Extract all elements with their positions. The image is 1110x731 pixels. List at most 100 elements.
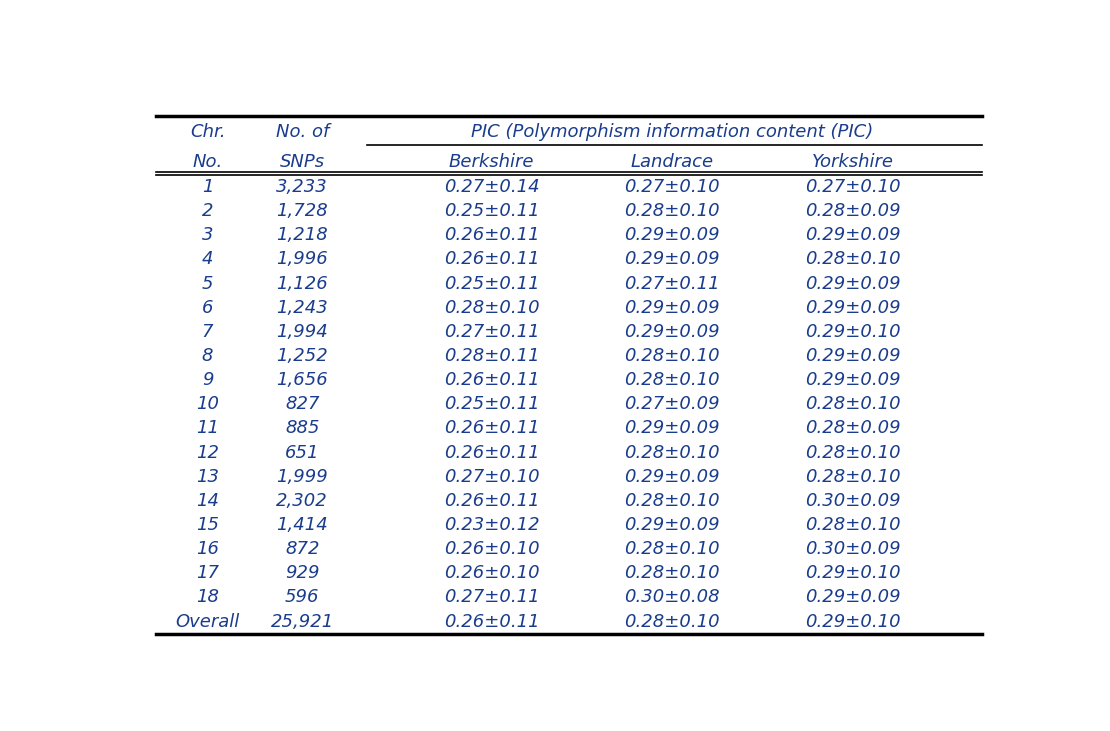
Text: 25,921: 25,921: [271, 613, 334, 631]
Text: 5: 5: [202, 275, 213, 292]
Text: 0.28±0.10: 0.28±0.10: [624, 202, 720, 220]
Text: 0.28±0.10: 0.28±0.10: [805, 251, 900, 268]
Text: 0.27±0.11: 0.27±0.11: [624, 275, 720, 292]
Text: Chr.: Chr.: [190, 123, 225, 141]
Text: 0.27±0.11: 0.27±0.11: [444, 323, 539, 341]
Text: 0.27±0.11: 0.27±0.11: [444, 588, 539, 607]
Text: 1,218: 1,218: [276, 227, 329, 244]
Text: 1: 1: [202, 178, 213, 196]
Text: 827: 827: [285, 395, 320, 413]
Text: 1,996: 1,996: [276, 251, 329, 268]
Text: No.: No.: [192, 153, 223, 171]
Text: 0.27±0.10: 0.27±0.10: [805, 178, 900, 196]
Text: 0.29±0.09: 0.29±0.09: [624, 251, 720, 268]
Text: 0.29±0.09: 0.29±0.09: [624, 323, 720, 341]
Text: 8: 8: [202, 347, 213, 365]
Text: 0.26±0.11: 0.26±0.11: [444, 227, 539, 244]
Text: 0.29±0.09: 0.29±0.09: [624, 516, 720, 534]
Text: 0.28±0.10: 0.28±0.10: [805, 395, 900, 413]
Text: 1,414: 1,414: [276, 516, 329, 534]
Text: 0.28±0.10: 0.28±0.10: [805, 468, 900, 486]
Text: 0.23±0.12: 0.23±0.12: [444, 516, 539, 534]
Text: 0.28±0.10: 0.28±0.10: [624, 347, 720, 365]
Text: 0.29±0.10: 0.29±0.10: [805, 323, 900, 341]
Text: 0.29±0.09: 0.29±0.09: [624, 299, 720, 317]
Text: 10: 10: [196, 395, 219, 413]
Text: 0.30±0.09: 0.30±0.09: [805, 540, 900, 558]
Text: 1,656: 1,656: [276, 371, 329, 389]
Text: 0.27±0.10: 0.27±0.10: [444, 468, 539, 486]
Text: 1,252: 1,252: [276, 347, 329, 365]
Text: 16: 16: [196, 540, 219, 558]
Text: 15: 15: [196, 516, 219, 534]
Text: SNPs: SNPs: [280, 153, 325, 171]
Text: 0.29±0.09: 0.29±0.09: [805, 588, 900, 607]
Text: Berkshire: Berkshire: [448, 153, 534, 171]
Text: 0.27±0.09: 0.27±0.09: [624, 395, 720, 413]
Text: 0.29±0.09: 0.29±0.09: [624, 468, 720, 486]
Text: 0.29±0.09: 0.29±0.09: [805, 275, 900, 292]
Text: 0.29±0.09: 0.29±0.09: [805, 227, 900, 244]
Text: 0.28±0.10: 0.28±0.10: [805, 516, 900, 534]
Text: 2: 2: [202, 202, 213, 220]
Text: 0.27±0.14: 0.27±0.14: [444, 178, 539, 196]
Text: 0.29±0.10: 0.29±0.10: [805, 613, 900, 631]
Text: 0.26±0.10: 0.26±0.10: [444, 564, 539, 583]
Text: 1,243: 1,243: [276, 299, 329, 317]
Text: No. of: No. of: [275, 123, 329, 141]
Text: 0.30±0.09: 0.30±0.09: [805, 492, 900, 510]
Text: 0.28±0.10: 0.28±0.10: [805, 444, 900, 461]
Text: 0.29±0.09: 0.29±0.09: [624, 227, 720, 244]
Text: PIC (Polymorphism information content (PIC): PIC (Polymorphism information content (P…: [471, 123, 874, 141]
Text: 11: 11: [196, 420, 219, 437]
Text: 0.28±0.10: 0.28±0.10: [624, 540, 720, 558]
Text: 0.26±0.11: 0.26±0.11: [444, 444, 539, 461]
Text: 0.29±0.09: 0.29±0.09: [624, 420, 720, 437]
Text: 0.29±0.09: 0.29±0.09: [805, 299, 900, 317]
Text: 0.29±0.09: 0.29±0.09: [805, 371, 900, 389]
Text: Yorkshire: Yorkshire: [811, 153, 894, 171]
Text: 872: 872: [285, 540, 320, 558]
Text: 6: 6: [202, 299, 213, 317]
Text: 651: 651: [285, 444, 320, 461]
Text: 0.28±0.10: 0.28±0.10: [624, 444, 720, 461]
Text: 0.28±0.10: 0.28±0.10: [444, 299, 539, 317]
Text: 0.26±0.11: 0.26±0.11: [444, 613, 539, 631]
Text: 0.26±0.11: 0.26±0.11: [444, 420, 539, 437]
Text: 0.28±0.09: 0.28±0.09: [805, 420, 900, 437]
Text: 14: 14: [196, 492, 219, 510]
Text: Overall: Overall: [175, 613, 240, 631]
Text: 7: 7: [202, 323, 213, 341]
Text: 0.26±0.11: 0.26±0.11: [444, 371, 539, 389]
Text: 0.26±0.11: 0.26±0.11: [444, 492, 539, 510]
Text: 0.25±0.11: 0.25±0.11: [444, 275, 539, 292]
Text: 596: 596: [285, 588, 320, 607]
Text: 0.30±0.08: 0.30±0.08: [624, 588, 720, 607]
Text: 885: 885: [285, 420, 320, 437]
Text: Landrace: Landrace: [630, 153, 714, 171]
Text: 0.29±0.09: 0.29±0.09: [805, 347, 900, 365]
Text: 2,302: 2,302: [276, 492, 329, 510]
Text: 0.26±0.10: 0.26±0.10: [444, 540, 539, 558]
Text: 0.26±0.11: 0.26±0.11: [444, 251, 539, 268]
Text: 0.28±0.09: 0.28±0.09: [805, 202, 900, 220]
Text: 3: 3: [202, 227, 213, 244]
Text: 12: 12: [196, 444, 219, 461]
Text: 17: 17: [196, 564, 219, 583]
Text: 1,126: 1,126: [276, 275, 329, 292]
Text: 0.27±0.10: 0.27±0.10: [624, 178, 720, 196]
Text: 0.25±0.11: 0.25±0.11: [444, 202, 539, 220]
Text: 0.28±0.10: 0.28±0.10: [624, 492, 720, 510]
Text: 0.28±0.11: 0.28±0.11: [444, 347, 539, 365]
Text: 13: 13: [196, 468, 219, 486]
Text: 0.28±0.10: 0.28±0.10: [624, 564, 720, 583]
Text: 4: 4: [202, 251, 213, 268]
Text: 0.25±0.11: 0.25±0.11: [444, 395, 539, 413]
Text: 1,999: 1,999: [276, 468, 329, 486]
Text: 0.28±0.10: 0.28±0.10: [624, 371, 720, 389]
Text: 1,994: 1,994: [276, 323, 329, 341]
Text: 0.29±0.10: 0.29±0.10: [805, 564, 900, 583]
Text: 3,233: 3,233: [276, 178, 329, 196]
Text: 9: 9: [202, 371, 213, 389]
Text: 0.28±0.10: 0.28±0.10: [624, 613, 720, 631]
